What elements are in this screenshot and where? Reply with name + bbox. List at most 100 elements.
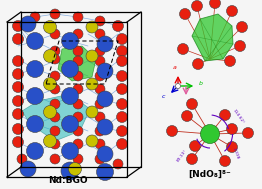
Circle shape [95, 139, 105, 149]
Circle shape [73, 154, 83, 164]
Circle shape [86, 50, 98, 62]
Circle shape [189, 140, 200, 152]
Polygon shape [58, 46, 96, 81]
Circle shape [234, 40, 245, 51]
Circle shape [95, 84, 105, 94]
Circle shape [13, 108, 24, 119]
Circle shape [62, 143, 79, 160]
Circle shape [43, 50, 57, 63]
Circle shape [43, 20, 57, 33]
Circle shape [220, 109, 231, 121]
Circle shape [176, 84, 181, 88]
Text: a: a [173, 65, 177, 70]
Circle shape [220, 156, 231, 167]
Circle shape [68, 163, 81, 176]
Text: 114.62°: 114.62° [232, 109, 245, 125]
Circle shape [117, 70, 128, 81]
Circle shape [95, 71, 105, 81]
Circle shape [13, 20, 24, 32]
Circle shape [192, 1, 203, 12]
Circle shape [43, 77, 57, 91]
Text: b: b [199, 81, 203, 86]
Circle shape [73, 139, 83, 149]
Circle shape [13, 33, 24, 44]
Circle shape [73, 112, 83, 122]
Circle shape [117, 84, 128, 94]
Circle shape [73, 56, 83, 66]
Circle shape [95, 46, 105, 56]
Circle shape [62, 33, 79, 50]
Circle shape [237, 22, 248, 33]
Circle shape [61, 162, 79, 180]
Circle shape [227, 5, 237, 16]
Circle shape [62, 60, 79, 77]
Circle shape [179, 9, 190, 19]
Circle shape [243, 128, 254, 139]
Circle shape [117, 139, 128, 149]
Circle shape [50, 54, 60, 64]
Circle shape [26, 60, 43, 77]
Circle shape [62, 115, 79, 132]
Circle shape [95, 112, 105, 122]
Circle shape [73, 99, 83, 109]
Circle shape [50, 71, 60, 81]
Circle shape [117, 125, 128, 136]
Circle shape [50, 9, 60, 19]
Circle shape [97, 146, 113, 162]
Circle shape [86, 21, 98, 33]
Circle shape [97, 36, 113, 52]
Circle shape [50, 126, 60, 136]
Circle shape [50, 84, 60, 94]
Circle shape [86, 106, 98, 118]
Circle shape [225, 56, 236, 67]
Circle shape [13, 68, 24, 80]
Circle shape [112, 20, 123, 32]
Circle shape [62, 88, 79, 105]
Circle shape [43, 105, 57, 119]
Circle shape [50, 154, 60, 164]
Circle shape [117, 98, 128, 109]
Circle shape [187, 153, 198, 164]
Circle shape [73, 84, 83, 94]
Circle shape [193, 59, 204, 70]
Circle shape [73, 71, 83, 81]
Polygon shape [22, 94, 90, 141]
Circle shape [13, 56, 24, 67]
Circle shape [26, 143, 43, 160]
Circle shape [95, 126, 105, 136]
Circle shape [113, 159, 123, 169]
Circle shape [117, 112, 128, 122]
Text: c: c [162, 94, 166, 99]
Circle shape [117, 33, 128, 44]
Circle shape [177, 43, 188, 54]
Circle shape [227, 123, 237, 135]
Circle shape [13, 136, 24, 147]
Circle shape [20, 16, 36, 32]
Circle shape [86, 78, 98, 90]
Circle shape [200, 125, 220, 143]
Circle shape [95, 29, 105, 39]
Circle shape [227, 142, 237, 153]
Circle shape [13, 123, 24, 135]
Circle shape [13, 81, 24, 92]
Text: Nd:BGO: Nd:BGO [48, 176, 88, 185]
Circle shape [166, 125, 177, 136]
Circle shape [97, 63, 113, 79]
Text: 2.338: 2.338 [232, 146, 240, 160]
Circle shape [95, 56, 105, 66]
Circle shape [43, 135, 57, 147]
Circle shape [73, 46, 83, 56]
Circle shape [73, 29, 83, 39]
Circle shape [182, 111, 193, 122]
Circle shape [26, 33, 43, 50]
Circle shape [50, 29, 60, 39]
Circle shape [26, 88, 43, 105]
Circle shape [13, 95, 24, 106]
Circle shape [97, 119, 113, 135]
Circle shape [117, 56, 128, 67]
Text: [NdO₈]⁸⁻: [NdO₈]⁸⁻ [189, 170, 231, 179]
Circle shape [30, 12, 40, 22]
Text: 83.13°: 83.13° [176, 148, 188, 162]
Circle shape [187, 98, 198, 109]
Circle shape [50, 99, 60, 109]
